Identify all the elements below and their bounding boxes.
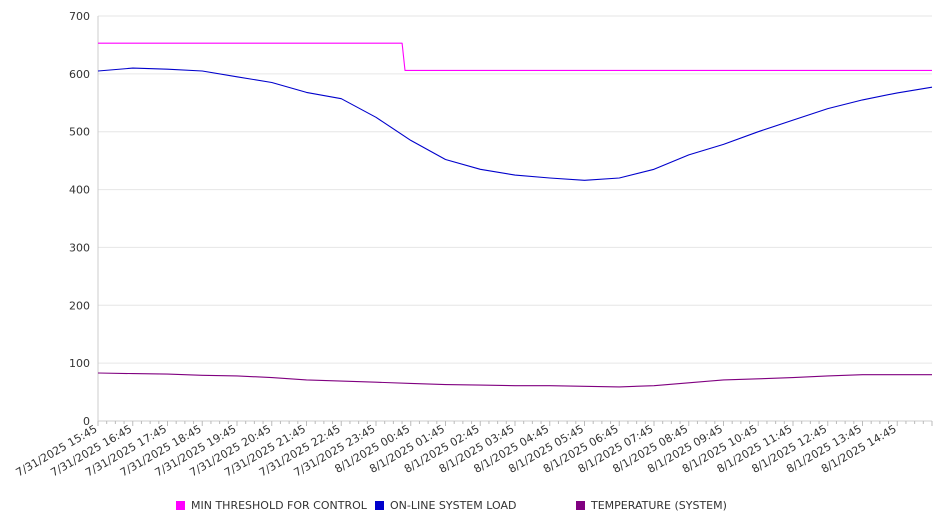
y-tick-label: 700 xyxy=(69,10,90,23)
y-tick-label: 500 xyxy=(69,126,90,139)
legend-swatch-system-load xyxy=(375,500,384,510)
legend: MIN THRESHOLD FOR CONTROL ON-LINE SYSTEM… xyxy=(0,498,946,516)
legend-item-min-threshold: MIN THRESHOLD FOR CONTROL xyxy=(176,498,367,512)
series-line-temperature xyxy=(97,372,932,388)
x-tick-labels: 7/31/2025 15:457/31/2025 16:457/31/2025 … xyxy=(14,422,899,479)
legend-swatch-temperature xyxy=(576,500,585,510)
y-tick-label: 400 xyxy=(69,184,90,197)
y-tick-label: 300 xyxy=(69,241,90,254)
y-tick-label: 100 xyxy=(69,357,90,370)
axes xyxy=(97,16,933,426)
legend-label-system-load: ON-LINE SYSTEM LOAD xyxy=(390,498,517,512)
legend-item-system-load: ON-LINE SYSTEM LOAD xyxy=(375,498,516,512)
series-line-min-threshold xyxy=(98,42,932,71)
series-line-system-load xyxy=(97,67,933,181)
y-tick-label: 200 xyxy=(69,299,90,312)
legend-label-min-threshold: MIN THRESHOLD FOR CONTROL xyxy=(191,498,367,512)
series-lines xyxy=(97,42,933,388)
y-tick-label: 600 xyxy=(69,68,90,81)
legend-label-temperature: TEMPERATURE (SYSTEM) xyxy=(591,498,727,512)
legend-swatch-min-threshold xyxy=(176,500,185,510)
grid-lines xyxy=(98,15,932,364)
y-tick-labels: 0 100 200 300 400 500 600 700 xyxy=(69,10,90,428)
y-tick-label: 0 xyxy=(83,415,90,428)
legend-item-temperature: TEMPERATURE (SYSTEM) xyxy=(576,498,727,512)
